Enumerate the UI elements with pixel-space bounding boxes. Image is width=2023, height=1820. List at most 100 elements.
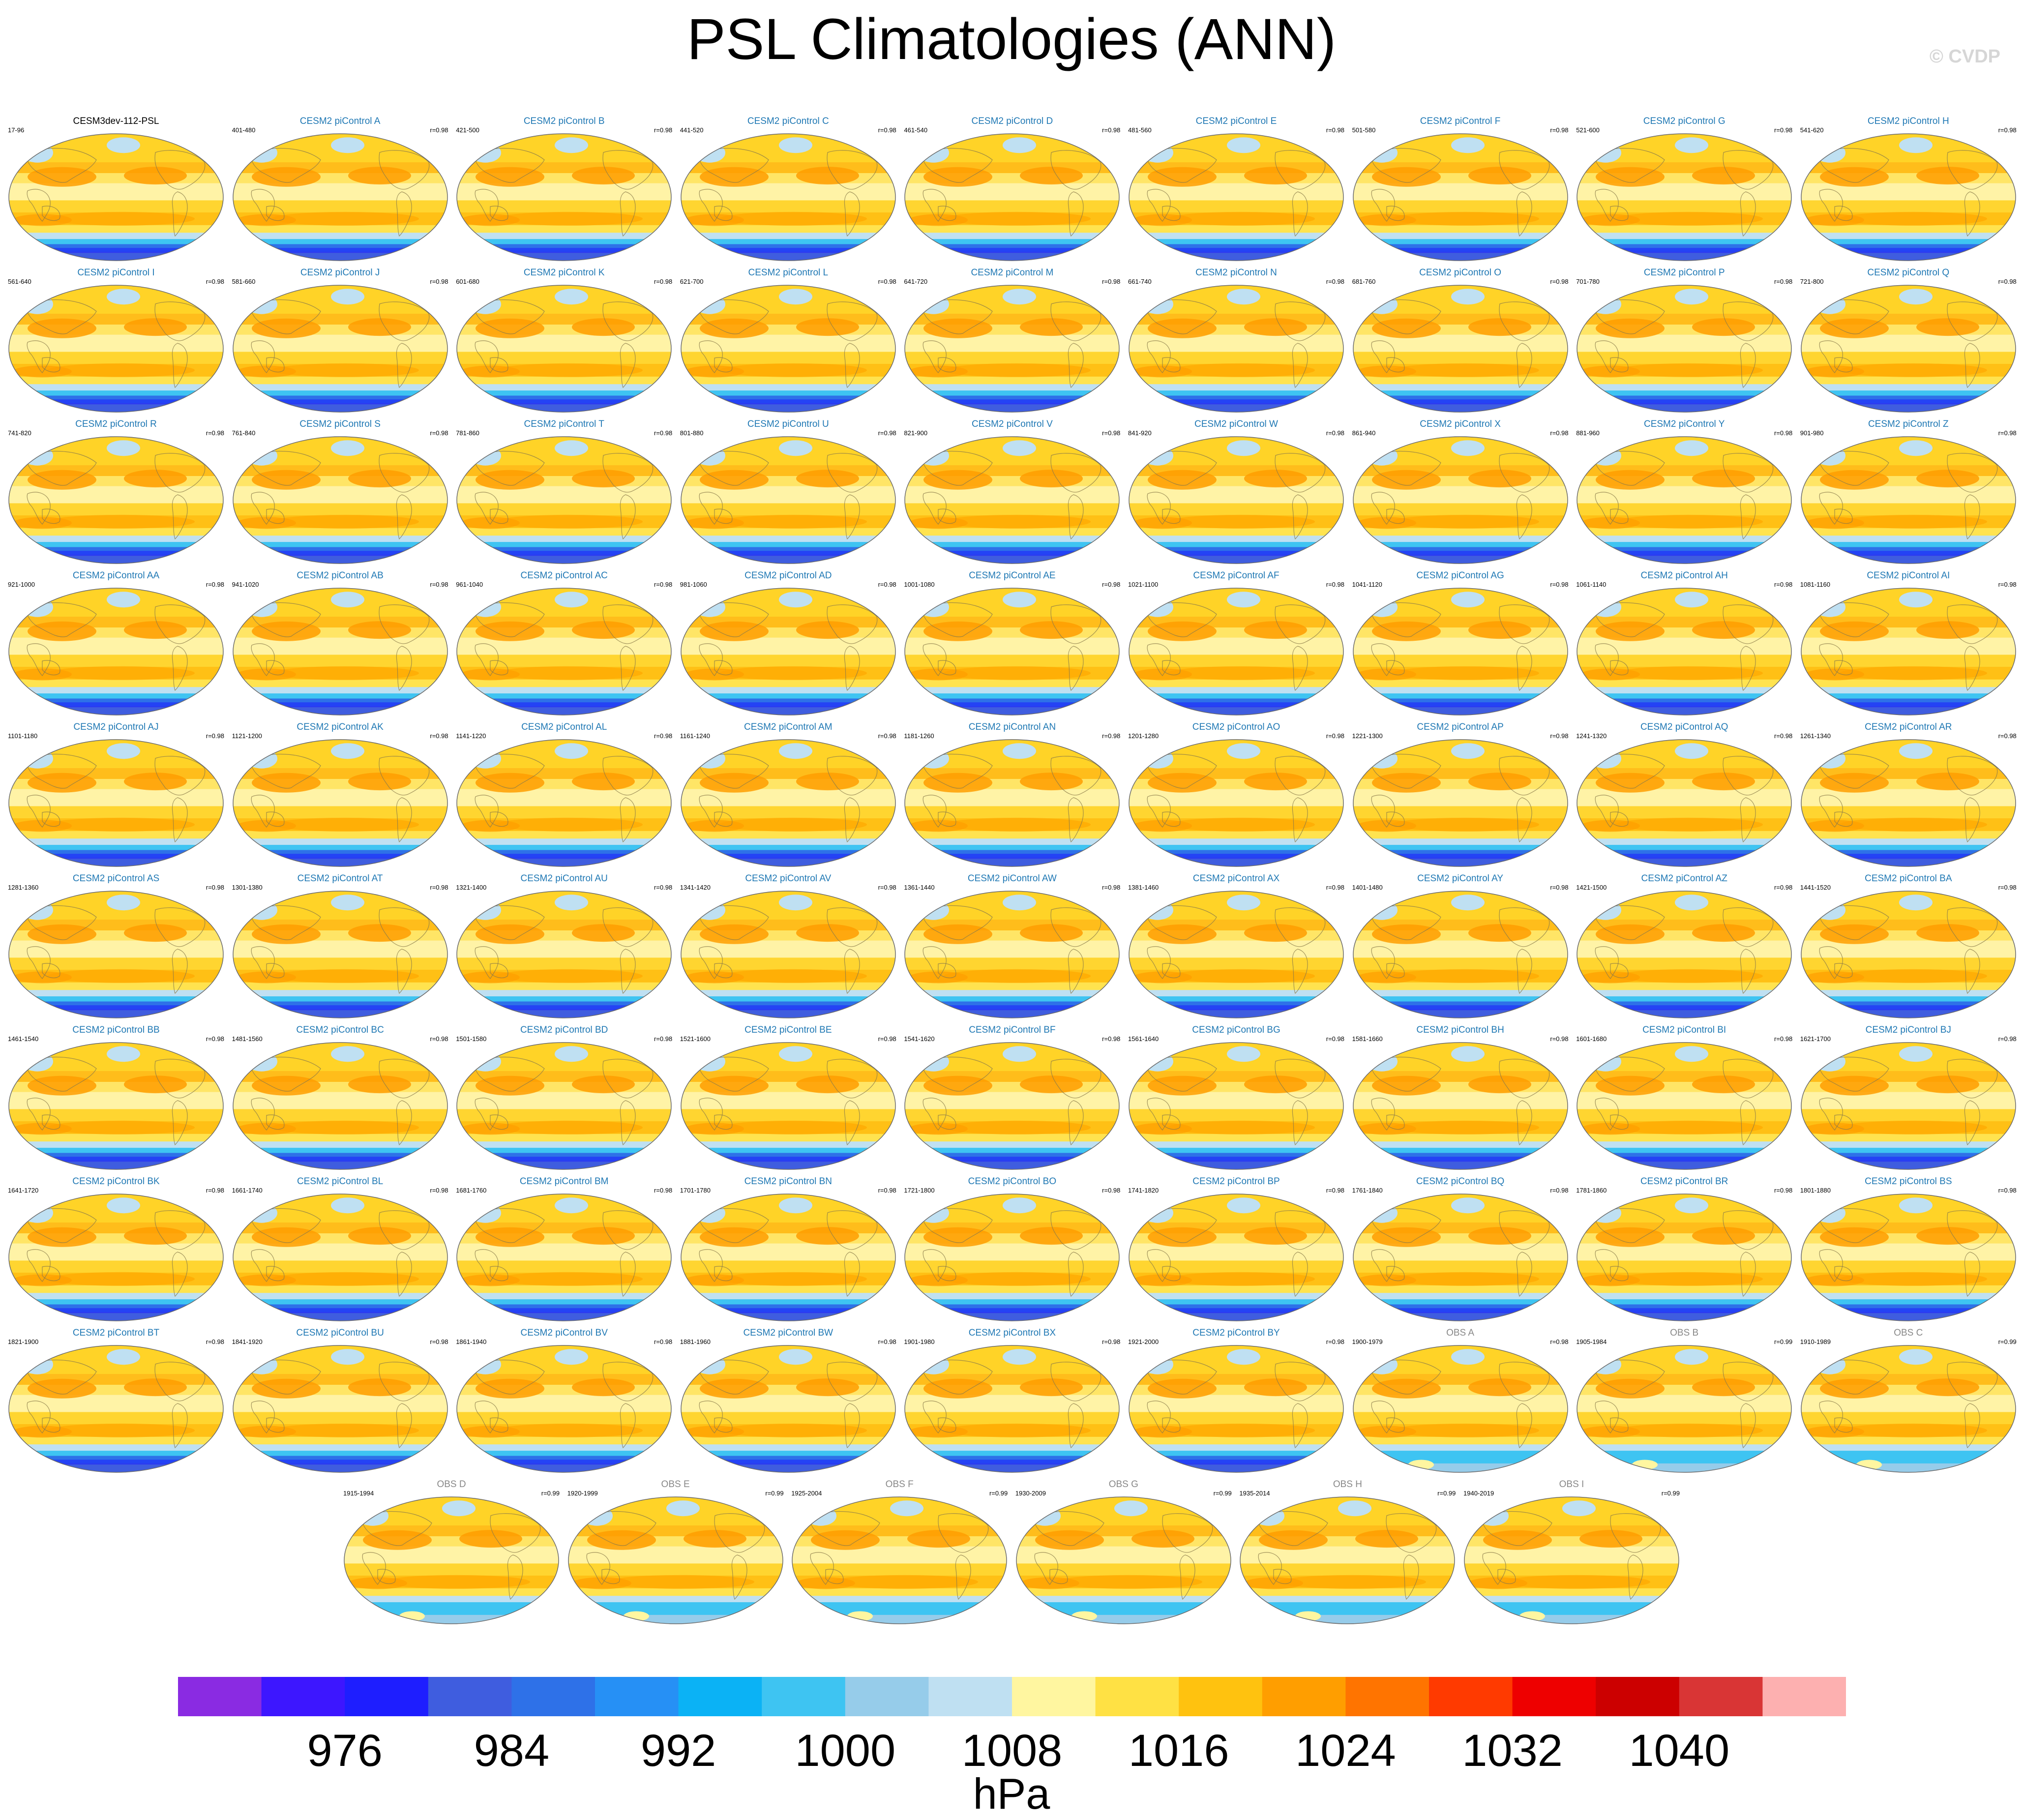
map-panel: CESM2 piControl I 561-640 r=0.98 (8, 268, 224, 413)
psl-map (232, 133, 448, 261)
map-panel: OBS A 1900-1979 r=0.98 (1352, 1328, 1569, 1473)
psl-map (1129, 1193, 1344, 1321)
panel-correlation: r=0.98 (430, 1338, 448, 1345)
map-panel: CESM2 piControl AU 1321-1400 r=0.98 (456, 873, 672, 1019)
panel-years: 1561-1640 (1128, 1035, 1159, 1043)
panel-correlation: r=0.98 (1774, 581, 1793, 588)
panel-years: 681-760 (1352, 278, 1376, 285)
panel-correlation: r=0.98 (430, 732, 448, 740)
panel-correlation: r=0.98 (1326, 581, 1344, 588)
panel-years: 541-620 (1800, 126, 1824, 134)
colorbar-swatch (1762, 1677, 1846, 1716)
panel-years: 17-96 (8, 126, 25, 134)
panel-correlation: r=0.98 (654, 278, 673, 285)
panel-title: CESM2 piControl AF (1193, 570, 1279, 581)
map-panel: CESM2 piControl AO 1201-1280 r=0.98 (1128, 722, 1344, 867)
psl-map (1352, 436, 1568, 564)
panel-title: OBS H (1333, 1479, 1362, 1490)
psl-map (792, 1496, 1007, 1624)
panel-correlation: r=0.98 (1550, 884, 1569, 891)
panel-title: OBS E (661, 1479, 690, 1490)
panel-title: CESM2 piControl G (1643, 116, 1726, 126)
panel-title: CESM2 piControl AN (968, 722, 1056, 732)
panel-correlation: r=0.98 (1326, 884, 1344, 891)
psl-map (681, 436, 896, 564)
map-panel: CESM2 piControl AX 1381-1460 r=0.98 (1128, 873, 1344, 1019)
psl-map (1577, 1042, 1792, 1170)
panel-correlation: r=0.98 (654, 581, 673, 588)
psl-map (1801, 285, 2016, 413)
panel-correlation: r=0.98 (654, 1035, 673, 1043)
panel-correlation: r=0.98 (206, 884, 224, 891)
panel-correlation: r=0.98 (1998, 732, 2017, 740)
panel-years: 1501-1580 (456, 1035, 487, 1043)
panel-years: 1221-1300 (1352, 732, 1383, 740)
psl-map (904, 588, 1120, 716)
psl-map (232, 285, 448, 413)
panel-title: CESM2 piControl AX (1192, 873, 1280, 884)
panel-title: CESM2 piControl S (299, 419, 381, 429)
panel-correlation: r=0.99 (765, 1490, 784, 1497)
panel-years: 1441-1520 (1800, 884, 1831, 891)
map-panel: CESM2 piControl N 661-740 r=0.98 (1128, 268, 1344, 413)
panel-years: 1421-1500 (1576, 884, 1607, 891)
psl-map (8, 1345, 224, 1473)
psl-map (1577, 133, 1792, 261)
panel-correlation: r=0.98 (1774, 278, 1793, 285)
map-panel: CESM2 piControl Y 881-960 r=0.98 (1576, 419, 1792, 565)
map-panel: CESM2 piControl E 481-560 r=0.98 (1128, 116, 1344, 262)
panel-correlation: r=0.98 (1102, 1187, 1121, 1194)
panel-title: CESM2 piControl N (1195, 268, 1277, 278)
colorbar-units: hPa (973, 1769, 1050, 1818)
panel-title: CESM2 piControl W (1194, 419, 1278, 429)
colorbar-swatch (1679, 1677, 1763, 1716)
psl-map (1352, 1042, 1568, 1170)
psl-map (904, 739, 1120, 867)
colorbar-swatch (678, 1677, 762, 1716)
psl-map (1129, 891, 1344, 1018)
panel-title: CESM2 piControl Z (1868, 419, 1949, 429)
map-panel: CESM2 piControl AH 1061-1140 r=0.98 (1576, 570, 1792, 716)
panel-years: 741-820 (8, 429, 31, 437)
panel-correlation: r=0.98 (1326, 278, 1344, 285)
panel-correlation: r=0.99 (989, 1490, 1008, 1497)
colorbar-swatch (928, 1677, 1012, 1716)
map-panel: CESM2 piControl M 641-720 r=0.98 (904, 268, 1120, 413)
panel-years: 521-600 (1576, 126, 1600, 134)
psl-map (681, 1345, 896, 1473)
panel-years: 1461-1540 (8, 1035, 39, 1043)
panel-years: 661-740 (1128, 278, 1152, 285)
psl-map (1129, 133, 1344, 261)
panel-years: 1741-1820 (1128, 1187, 1159, 1194)
psl-map (1801, 436, 2016, 564)
panel-years: 1601-1680 (1576, 1035, 1607, 1043)
map-panel: CESM2 piControl AA 921-1000 r=0.98 (8, 570, 224, 716)
panel-title: CESM2 piControl AU (520, 873, 608, 884)
map-panel: CESM2 piControl AY 1401-1480 r=0.98 (1352, 873, 1569, 1019)
panel-years: 1241-1320 (1576, 732, 1607, 740)
panel-title: CESM2 piControl O (1419, 268, 1502, 278)
panel-years: 1141-1220 (456, 732, 486, 740)
map-panel: CESM2 piControl BU 1841-1920 r=0.98 (232, 1328, 448, 1473)
map-panel: CESM2 piControl BE 1521-1600 r=0.98 (680, 1025, 896, 1170)
psl-map (232, 739, 448, 867)
panel-correlation: r=0.98 (1326, 732, 1344, 740)
colorbar-swatch (1179, 1677, 1263, 1716)
panel-years: 721-800 (1800, 278, 1824, 285)
panel-correlation: r=0.98 (430, 278, 448, 285)
map-panel: CESM2 piControl BQ 1761-1840 r=0.98 (1352, 1176, 1569, 1322)
psl-map (456, 436, 672, 564)
map-panel: CESM2 piControl BO 1721-1800 r=0.98 (904, 1176, 1120, 1322)
panel-correlation: r=0.98 (1550, 1035, 1569, 1043)
panel-title: CESM2 piControl BC (296, 1025, 384, 1035)
panel-years: 1381-1460 (1128, 884, 1159, 891)
panel-title: CESM2 piControl AS (72, 873, 160, 884)
map-panel: CESM2 piControl G 521-600 r=0.98 (1576, 116, 1792, 262)
panel-title: OBS C (1894, 1328, 1923, 1338)
panel-title: CESM3dev-112-PSL (73, 116, 159, 126)
map-panel: CESM2 piControl AE 1001-1080 r=0.98 (904, 570, 1120, 716)
psl-map (456, 1345, 672, 1473)
panel-years: 481-560 (1128, 126, 1152, 134)
panel-title: CESM2 piControl AC (520, 570, 608, 581)
panel-correlation: r=0.98 (1998, 884, 2017, 891)
